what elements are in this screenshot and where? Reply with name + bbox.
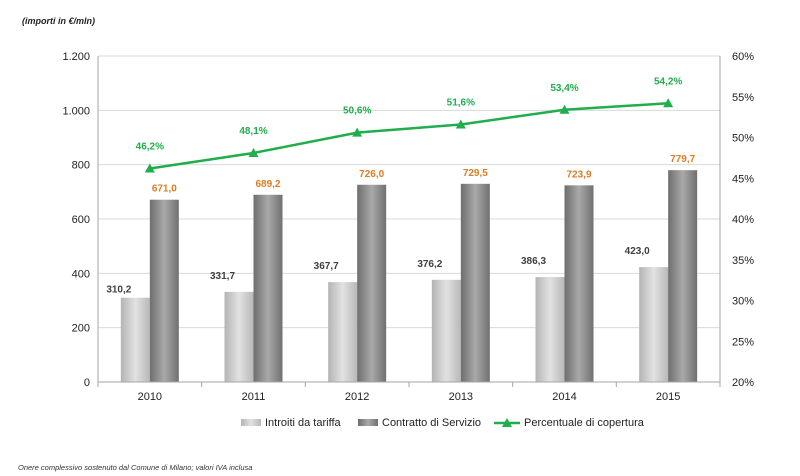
legend-swatch-contratto: [358, 419, 378, 426]
label-introiti: 423,0: [625, 246, 650, 257]
y-right-tick-label: 30%: [732, 296, 754, 308]
coverage-point: [455, 119, 466, 129]
bar-introiti: [639, 267, 669, 382]
bar-contratto: [253, 194, 283, 382]
label-contratto: 671,0: [152, 184, 177, 195]
y-right-tick-label: 45%: [732, 173, 754, 185]
x-axis: 2010 2011 2012 2013 2014 2015: [97, 381, 721, 403]
bar-contratto: [357, 184, 387, 382]
y-left-tick-label: 1.200: [62, 51, 90, 63]
label-introiti: 367,7: [314, 261, 339, 272]
label-percentuale: 54,2%: [654, 76, 682, 87]
y-right-tick-label: 35%: [732, 255, 754, 267]
bar-contratto: [149, 199, 179, 382]
label-contratto: 726,0: [359, 169, 384, 180]
bar-introiti: [535, 277, 565, 382]
legend: Introiti da tariffa Contratto di Servizio…: [241, 417, 645, 429]
label-introiti: 331,7: [210, 271, 235, 282]
coverage-line: 46,2% 48,1% 50,6% 51,6% 53,4% 54,2%: [136, 76, 682, 173]
x-tick-label: 2013: [449, 391, 473, 403]
y-right-tick-label: 50%: [732, 133, 754, 145]
bar-introiti: [120, 297, 150, 382]
coverage-point: [144, 163, 155, 173]
y-left-tick-label: 800: [72, 160, 90, 172]
label-introiti: 376,2: [417, 259, 442, 270]
x-tick-label: 2014: [552, 391, 576, 403]
y-right-tick-label: 40%: [732, 214, 754, 226]
coverage-point: [248, 147, 259, 157]
legend-label-percentuale: Percentuale di copertura: [524, 417, 645, 429]
y-left-tick-label: 1.000: [62, 105, 90, 117]
label-contratto: 729,5: [463, 168, 488, 179]
label-percentuale: 53,4%: [550, 83, 578, 94]
gridlines: [98, 55, 720, 329]
y-right-tick-label: 20%: [732, 377, 754, 389]
legend-swatch-introiti: [241, 419, 261, 426]
x-tick-label: 2010: [138, 391, 162, 403]
label-percentuale: 46,2%: [136, 141, 164, 152]
bar-contratto: [668, 170, 698, 382]
y-right-tick-label: 60%: [732, 51, 754, 63]
left-axis: 0 200 400 600 800 1.000 1.200: [62, 51, 99, 389]
label-percentuale: 48,1%: [239, 126, 267, 137]
legend-marker-percentuale: [502, 418, 512, 427]
bar-introiti: [328, 282, 358, 382]
label-introiti: 310,2: [106, 285, 131, 296]
coverage-point: [352, 127, 363, 137]
coverage-point: [663, 98, 674, 108]
bar-introiti: [224, 291, 254, 382]
bar-contratto: [460, 183, 490, 382]
footnote: Onere complessivo sostenuto dal Comune d…: [18, 463, 252, 472]
legend-label-introiti: Introiti da tariffa: [265, 417, 341, 429]
coverage-line-path: [149, 102, 669, 170]
label-contratto: 723,9: [566, 169, 591, 180]
label-contratto: 689,2: [255, 179, 280, 190]
label-percentuale: 50,6%: [343, 106, 371, 117]
coverage-point: [559, 104, 570, 114]
x-tick-label: 2015: [656, 391, 680, 403]
label-percentuale: 51,6%: [447, 97, 475, 108]
bar-introiti: [431, 279, 461, 382]
x-tick-label: 2012: [345, 391, 369, 403]
y-right-tick-label: 55%: [732, 92, 754, 104]
unit-label: (importi in €/mln): [22, 16, 95, 26]
label-contratto: 779,7: [670, 154, 695, 165]
x-tick-label: 2011: [242, 391, 266, 403]
y-left-tick-label: 600: [72, 214, 90, 226]
label-introiti: 386,3: [521, 256, 546, 267]
y-left-tick-label: 200: [72, 323, 90, 335]
bar-contratto: [564, 185, 594, 382]
legend-label-contratto: Contratto di Servizio: [382, 417, 481, 429]
y-left-tick-label: 0: [84, 377, 90, 389]
y-left-tick-label: 400: [72, 268, 90, 280]
right-axis: 20% 25% 30% 35% 40% 45% 50% 55% 60%: [719, 51, 754, 389]
bars: 310,2 671,0 331,7 689,2 367,7 726,0 376,2 729,5…: [106, 154, 698, 382]
y-right-tick-label: 25%: [732, 336, 754, 348]
